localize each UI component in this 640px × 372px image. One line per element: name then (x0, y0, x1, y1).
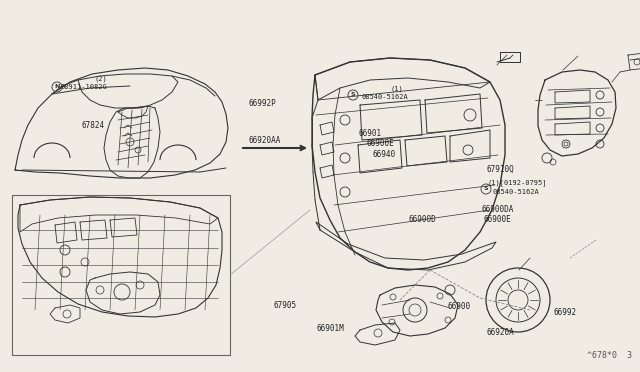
Text: N: N (54, 84, 60, 90)
Text: ^678*0  3: ^678*0 3 (587, 351, 632, 360)
Text: 66900: 66900 (448, 302, 471, 311)
Text: 08540-5162A: 08540-5162A (362, 94, 408, 100)
Text: S: S (351, 93, 355, 97)
Text: 66901M: 66901M (317, 324, 344, 333)
Text: 08540-5162A: 08540-5162A (493, 189, 540, 195)
Text: 66940: 66940 (372, 150, 396, 159)
Text: (2): (2) (95, 76, 108, 82)
Text: 67824: 67824 (82, 121, 105, 130)
Text: 67905: 67905 (274, 301, 297, 310)
Text: 66900DA: 66900DA (481, 205, 514, 214)
Text: 66900D: 66900D (408, 215, 436, 224)
Text: 66900E: 66900E (366, 139, 394, 148)
Text: 66900E: 66900E (483, 215, 511, 224)
Text: 67910Q: 67910Q (486, 165, 514, 174)
Text: 66920A: 66920A (486, 328, 514, 337)
Text: 66901: 66901 (358, 129, 381, 138)
Text: 66920AA: 66920AA (248, 136, 281, 145)
Text: 08911-1082G: 08911-1082G (61, 84, 108, 90)
Text: 66992: 66992 (554, 308, 577, 317)
Text: 66992P: 66992P (248, 99, 276, 108)
Text: (1): (1) (390, 85, 403, 92)
Text: S: S (484, 186, 488, 192)
Text: (1)[0192-0795]: (1)[0192-0795] (488, 179, 547, 186)
